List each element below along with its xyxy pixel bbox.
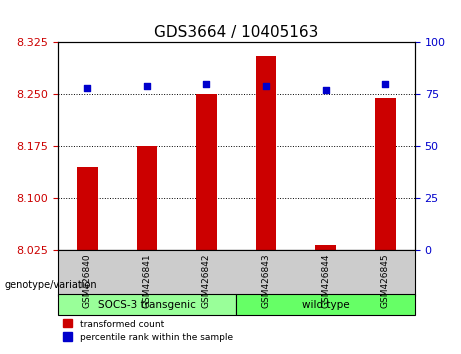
Text: GSM426843: GSM426843 [261,253,271,308]
FancyBboxPatch shape [236,294,415,315]
Point [143,83,151,89]
Bar [255,56,277,250]
Text: wild type: wild type [302,300,349,310]
Bar [136,146,157,250]
Title: GDS3664 / 10405163: GDS3664 / 10405163 [154,25,319,40]
FancyBboxPatch shape [58,250,415,296]
Point [381,81,389,87]
Point [262,83,270,89]
Text: GSM426842: GSM426842 [202,253,211,308]
Text: SOCS-3 transgenic: SOCS-3 transgenic [98,300,196,310]
Bar [315,245,336,250]
Point [203,81,210,87]
Text: GSM426840: GSM426840 [83,253,92,308]
Legend: transformed count, percentile rank within the sample: transformed count, percentile rank withi… [60,316,236,346]
Bar [77,167,98,250]
Bar [375,98,396,250]
FancyBboxPatch shape [58,294,236,315]
Bar [196,95,217,250]
Text: genotype/variation: genotype/variation [5,280,97,290]
Point [322,87,329,93]
Text: GSM426844: GSM426844 [321,253,330,308]
Text: GSM426841: GSM426841 [142,253,152,308]
Text: GSM426845: GSM426845 [381,253,390,308]
Point [84,85,91,91]
